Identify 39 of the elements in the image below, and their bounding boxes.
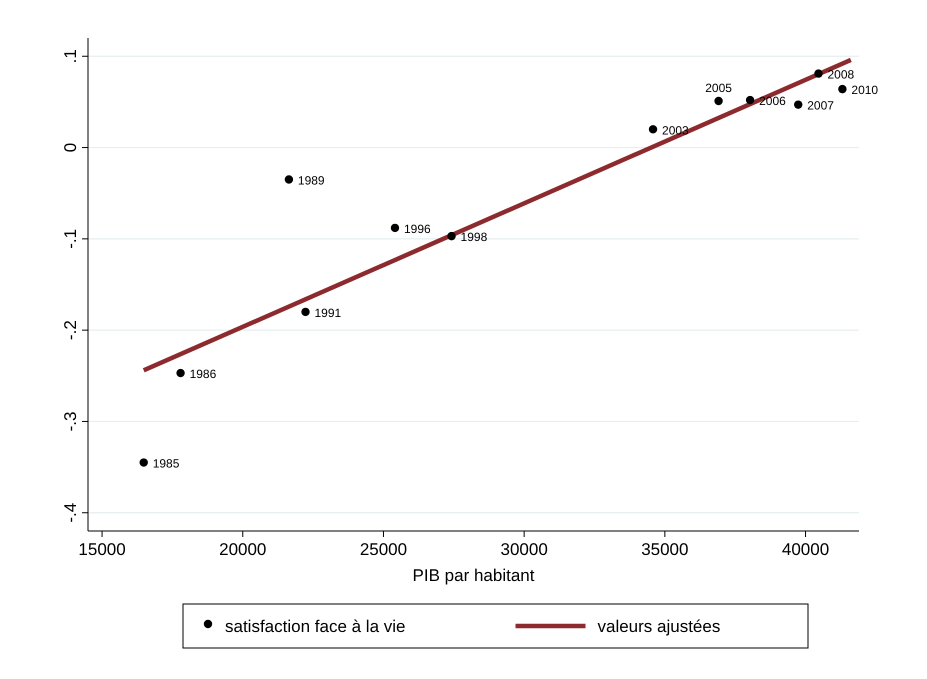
x-tick-label: 30000 <box>500 540 548 559</box>
annotation: 1986 <box>190 367 217 382</box>
point <box>390 224 400 232</box>
y-tick-label: 0 <box>61 142 80 152</box>
annotation: 2005 <box>705 80 732 95</box>
x-tick-label: 40000 <box>782 540 830 559</box>
point <box>714 96 723 106</box>
point <box>838 84 847 94</box>
annotation: 2006 <box>759 94 786 108</box>
point <box>648 125 658 134</box>
annotation: 2003 <box>662 123 690 138</box>
x-tick-label: 25000 <box>360 540 408 559</box>
annotation: 2007 <box>807 98 834 113</box>
point <box>301 308 310 316</box>
legend-label: satisfaction face à la vie <box>225 617 406 636</box>
annotation: 1989 <box>298 174 325 188</box>
point <box>746 96 754 104</box>
annotation: 1985 <box>152 456 180 471</box>
y-tick-label: -.2 <box>61 320 80 340</box>
point <box>284 175 294 184</box>
point <box>176 368 185 378</box>
annotation: 2008 <box>827 68 854 82</box>
legend-label: valeurs ajustées <box>598 617 720 636</box>
annotation: 2010 <box>851 83 878 98</box>
point <box>140 458 148 467</box>
x-tick-label: 35000 <box>641 540 688 559</box>
x-tick-label: 15000 <box>78 540 126 559</box>
x-axis-title: PIB par habitant <box>412 566 535 585</box>
y-tick-label: -.4 <box>61 502 80 523</box>
y-tick-label: .1 <box>61 49 80 64</box>
y-tick-label: -.1 <box>61 228 80 249</box>
annotation: 1991 <box>314 306 342 320</box>
point <box>794 100 802 109</box>
point <box>447 232 456 240</box>
y-tick-label: -.3 <box>61 412 80 432</box>
x-tick-label: 20000 <box>219 540 266 559</box>
annotation: 1996 <box>404 222 432 236</box>
point <box>814 69 823 78</box>
annotation: 1998 <box>460 230 488 244</box>
